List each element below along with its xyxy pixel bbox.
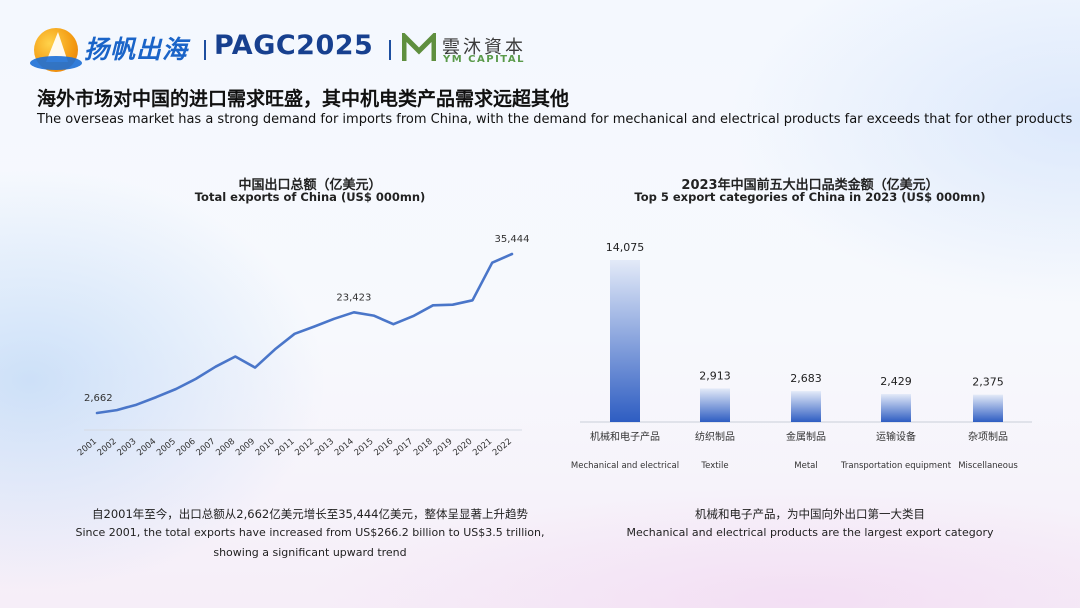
line-chart-note-en: Since 2001, the total exports have incre… [75, 526, 545, 539]
bar-category-label: 机械和电子产品 [590, 430, 660, 443]
bar-value-label: 2,913 [699, 369, 731, 382]
event-logo: PAGC2025 [214, 30, 374, 61]
slide-title: 海外市场对中国的进口需求旺盛，其中机电类产品需求远超其他 [37, 88, 570, 110]
exports-series-line [95, 252, 514, 415]
partner-name-en: YM CAPITAL [443, 54, 525, 65]
bar [881, 394, 911, 422]
x-tick-label: 2012 [293, 437, 316, 459]
x-tick-label: 2005 [155, 437, 178, 459]
x-tick-label: 2001 [76, 437, 99, 459]
ym-capital-logo-icon [402, 33, 436, 61]
x-tick-label: 2017 [392, 437, 415, 459]
x-tick-label: 2016 [372, 437, 395, 459]
line-chart-note-cn: 自2001年至今，出口总额从2,662亿美元增长至35,444亿美元，整体呈显著… [92, 507, 528, 521]
x-tick-label: 2022 [491, 437, 514, 459]
x-tick-label: 2021 [471, 437, 494, 459]
bar-chart-note-cn: 机械和电子产品，为中国向外出口第一大类目 [695, 507, 925, 521]
x-tick-label: 2008 [214, 437, 237, 459]
x-tick-label: 2009 [234, 437, 257, 459]
bar-value-label: 14,075 [606, 241, 645, 254]
x-tick-label: 2006 [175, 437, 198, 459]
line-chart-subtitle: Total exports of China (US$ 000mn) [194, 190, 426, 204]
x-tick-label: 2019 [432, 437, 455, 459]
sail-icon [46, 32, 68, 62]
x-tick-label: 2011 [274, 437, 297, 459]
bar-category-label: 杂项制品 [968, 430, 1008, 443]
line-data-label: 2,662 [84, 393, 113, 404]
line-data-label: 35,444 [495, 234, 530, 245]
bar-category-label: 纺织制品 [695, 430, 735, 443]
partner-name-cn: 雲沐資本 [442, 37, 526, 58]
bar-category-label-en: Mechanical and electrical [571, 461, 679, 471]
bar [791, 391, 821, 422]
bar [973, 394, 1003, 422]
x-tick-label: 2007 [194, 437, 217, 459]
x-tick-label: 2015 [353, 437, 376, 459]
x-tick-label: 2002 [96, 437, 119, 459]
x-tick-label: 2003 [115, 437, 138, 459]
bar [700, 388, 730, 422]
bar-value-label: 2,683 [790, 372, 822, 385]
header-divider [204, 40, 206, 60]
line-data-label: 23,423 [336, 292, 371, 303]
bar-category-label-en: Transportation equipment [840, 461, 952, 471]
bar-value-label: 2,375 [972, 376, 1004, 389]
brand-name: 扬帆出海 [84, 35, 189, 64]
bar-chart-subtitle: Top 5 export categories of China in 2023… [634, 190, 986, 204]
wave-icon [30, 56, 82, 70]
bar-value-label: 2,429 [880, 375, 912, 388]
bar-chart-note-en: Mechanical and electrical products are t… [626, 526, 994, 539]
bar-category-label-en: Metal [794, 461, 817, 471]
bar-category-label: 金属制品 [786, 430, 826, 443]
x-tick-label: 2020 [451, 437, 474, 459]
bar-chart-title: 2023年中国前五大出口品类金额（亿美元） [681, 178, 939, 193]
x-tick-label: 2018 [412, 437, 435, 459]
bar-category-label-en: Miscellaneous [958, 461, 1018, 471]
header-divider [389, 40, 391, 60]
bar [610, 260, 640, 422]
line-chart-title: 中国出口总额（亿美元） [238, 178, 382, 193]
x-tick-label: 2013 [313, 437, 336, 459]
bar-category-label: 运输设备 [876, 430, 916, 443]
x-tick-label: 2004 [135, 437, 158, 459]
bar-category-label-en: Textile [700, 461, 728, 471]
slide-subtitle: The overseas market has a strong demand … [37, 112, 1073, 127]
x-tick-label: 2014 [333, 437, 356, 459]
x-tick-label: 2010 [254, 437, 277, 459]
line-chart-note-en-2: showing a significant upward trend [213, 546, 407, 559]
